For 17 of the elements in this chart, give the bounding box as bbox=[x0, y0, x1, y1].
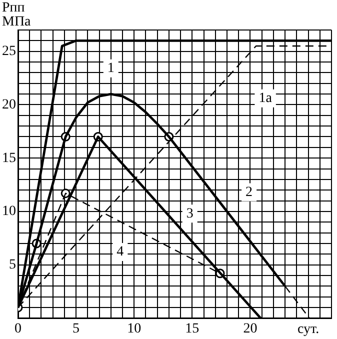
x-tick-label: 20 bbox=[243, 321, 258, 336]
y-tick-label: 10 bbox=[2, 204, 16, 220]
x-axis-title: сут. bbox=[297, 322, 320, 337]
annotation: 4 bbox=[116, 244, 124, 260]
y-axis-title: Pпп МПа bbox=[2, 0, 32, 30]
x-tick-label: 15 bbox=[185, 321, 200, 336]
x-tick-label: 0 bbox=[14, 321, 22, 336]
annotation: 1а bbox=[258, 90, 273, 106]
x-tick-label: 10 bbox=[127, 321, 142, 336]
annotation: 1 bbox=[107, 61, 114, 76]
annotation: 2 bbox=[246, 184, 253, 200]
y-tick-label: 15 bbox=[2, 150, 16, 166]
annotation: 3 bbox=[186, 206, 194, 222]
y-tick-label: 25 bbox=[2, 44, 16, 60]
y-tick-label: 5 bbox=[9, 258, 16, 272]
x-tick-label: 5 bbox=[72, 321, 80, 336]
y-tick-label: 20 bbox=[2, 97, 16, 112]
